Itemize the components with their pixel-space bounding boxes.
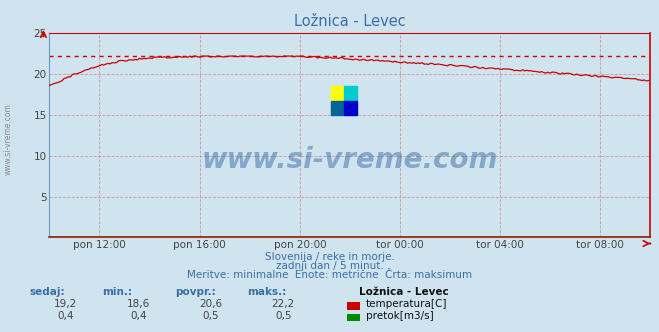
Text: zadnji dan / 5 minut.: zadnji dan / 5 minut. bbox=[275, 261, 384, 271]
Text: pretok[m3/s]: pretok[m3/s] bbox=[366, 311, 434, 321]
Text: 22,2: 22,2 bbox=[272, 299, 295, 309]
Text: temperatura[C]: temperatura[C] bbox=[366, 299, 447, 309]
Text: 0,4: 0,4 bbox=[57, 311, 74, 321]
Text: povpr.:: povpr.: bbox=[175, 288, 215, 297]
Text: Slovenija / reke in morje.: Slovenija / reke in morje. bbox=[264, 252, 395, 262]
Text: 0,5: 0,5 bbox=[202, 311, 219, 321]
Text: Meritve: minimalne  Enote: metrične  Črta: maksimum: Meritve: minimalne Enote: metrične Črta:… bbox=[187, 270, 472, 280]
Text: 19,2: 19,2 bbox=[54, 299, 78, 309]
Bar bbox=[331, 101, 344, 115]
Text: 18,6: 18,6 bbox=[127, 299, 150, 309]
Text: sedaj:: sedaj: bbox=[30, 288, 65, 297]
Text: min.:: min.: bbox=[102, 288, 132, 297]
Text: maks.:: maks.: bbox=[247, 288, 287, 297]
Title: Ložnica - Levec: Ložnica - Levec bbox=[294, 14, 406, 29]
Bar bbox=[344, 101, 357, 115]
Text: 0,5: 0,5 bbox=[275, 311, 292, 321]
Text: www.si-vreme.com: www.si-vreme.com bbox=[202, 146, 498, 174]
Text: Ložnica - Levec: Ložnica - Levec bbox=[359, 288, 449, 297]
Bar bbox=[331, 86, 344, 101]
Bar bbox=[344, 86, 357, 101]
Text: 0,4: 0,4 bbox=[130, 311, 147, 321]
Text: 20,6: 20,6 bbox=[199, 299, 223, 309]
Text: www.si-vreme.com: www.si-vreme.com bbox=[3, 104, 13, 175]
